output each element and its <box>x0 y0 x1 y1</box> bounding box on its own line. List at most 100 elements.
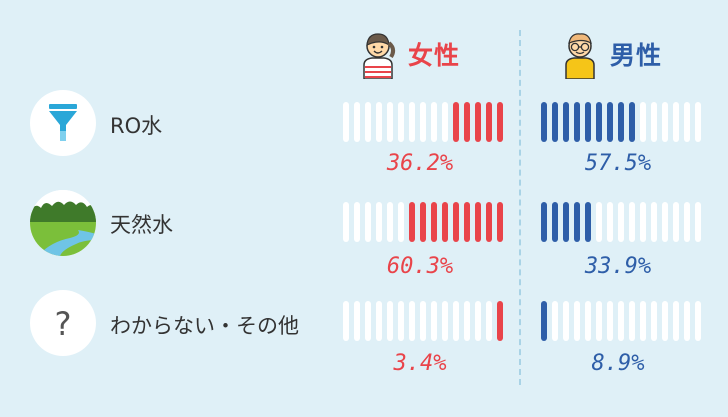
bar-segment-filled <box>497 202 503 242</box>
male-bar-2 <box>541 301 706 341</box>
bar-segment-filled <box>563 202 569 242</box>
bar-segment-filled <box>431 202 437 242</box>
bar-segment-filled <box>409 202 415 242</box>
bar-segment-filled <box>464 202 470 242</box>
bar-segment-empty <box>398 102 404 142</box>
bar-segment-filled <box>563 102 569 142</box>
bar-segment-empty <box>365 202 371 242</box>
bar-segment-empty <box>695 301 701 341</box>
bar-segment-empty <box>365 102 371 142</box>
female-label: 女性 <box>408 41 461 70</box>
bar-segment-empty <box>640 202 646 242</box>
bar-segment-empty <box>585 301 591 341</box>
question-mark-icon: ? <box>55 305 72 343</box>
bar-segment-empty <box>343 102 349 142</box>
bar-segment-filled <box>541 202 547 242</box>
nature-landscape-icon <box>30 190 96 256</box>
category-label-1: 天然水 <box>110 213 173 237</box>
bar-segment-empty <box>596 202 602 242</box>
bar-segment-empty <box>376 102 382 142</box>
row-icon-natural-water <box>30 190 96 256</box>
bar-segment-filled <box>475 102 481 142</box>
bar-segment-empty <box>673 301 679 341</box>
bar-segment-empty <box>398 301 404 341</box>
bar-segment-empty <box>442 102 448 142</box>
bar-segment-empty <box>684 301 690 341</box>
bar-segment-empty <box>365 301 371 341</box>
bar-segment-filled <box>464 102 470 142</box>
svg-text:?: ? <box>55 305 72 343</box>
bar-segment-empty <box>607 301 613 341</box>
bar-segment-filled <box>486 102 492 142</box>
female-bar-1 <box>343 202 508 242</box>
bar-segment-empty <box>453 301 459 341</box>
bar-segment-filled <box>497 301 503 341</box>
bar-segment-empty <box>662 301 668 341</box>
male-bar-0 <box>541 102 706 142</box>
female-value-label-1: 60.3% <box>386 254 454 279</box>
bar-segment-empty <box>354 202 360 242</box>
bar-segment-empty <box>420 301 426 341</box>
bar-segment-empty <box>376 301 382 341</box>
bar-segment-empty <box>596 301 602 341</box>
bar-segment-empty <box>442 301 448 341</box>
male-bar-1 <box>541 202 706 242</box>
bar-segment-filled <box>453 202 459 242</box>
male-label: 男性 <box>610 41 663 70</box>
bar-segment-empty <box>563 301 569 341</box>
bar-segment-filled <box>552 102 558 142</box>
bar-segment-empty <box>376 202 382 242</box>
bar-segment-empty <box>354 301 360 341</box>
bar-segment-filled <box>574 102 580 142</box>
bar-segment-filled <box>442 202 448 242</box>
column-divider <box>519 30 521 385</box>
female-value-label-0: 36.2% <box>386 151 454 176</box>
bar-segment-empty <box>673 202 679 242</box>
bar-segment-empty <box>387 301 393 341</box>
bar-segment-empty <box>618 301 624 341</box>
category-label-0: RO水 <box>110 114 163 138</box>
bar-segment-empty <box>651 202 657 242</box>
bar-segment-empty <box>618 202 624 242</box>
bar-segment-filled <box>574 202 580 242</box>
bar-segment-empty <box>684 102 690 142</box>
funnel-icon <box>49 104 77 141</box>
bar-segment-empty <box>475 301 481 341</box>
bar-segment-filled <box>552 202 558 242</box>
bar-segment-empty <box>629 202 635 242</box>
bar-segment-empty <box>354 102 360 142</box>
bar-segment-empty <box>673 102 679 142</box>
bar-segment-filled <box>629 102 635 142</box>
bar-segment-filled <box>486 202 492 242</box>
bar-segment-empty <box>486 301 492 341</box>
bar-segment-empty <box>684 202 690 242</box>
bar-segment-empty <box>629 301 635 341</box>
row-icon-unknown-other: ? <box>30 290 96 356</box>
bar-segment-filled <box>475 202 481 242</box>
bar-segment-empty <box>343 301 349 341</box>
bar-segment-empty <box>607 202 613 242</box>
bar-segment-filled <box>596 102 602 142</box>
bar-segment-empty <box>651 301 657 341</box>
bar-segment-empty <box>431 102 437 142</box>
male-value-label-0: 57.5% <box>584 151 652 176</box>
male-value-label-1: 33.9% <box>584 254 652 279</box>
male-header: 男性 <box>560 26 662 82</box>
bar-segment-empty <box>552 301 558 341</box>
bar-segment-filled <box>420 202 426 242</box>
bar-segment-empty <box>431 301 437 341</box>
bar-segment-filled <box>497 102 503 142</box>
bar-segment-empty <box>640 301 646 341</box>
bar-segment-empty <box>464 301 470 341</box>
bar-segment-empty <box>387 102 393 142</box>
bar-segment-filled <box>585 102 591 142</box>
female-bar-0 <box>343 102 508 142</box>
boy-avatar-icon <box>565 33 595 79</box>
female-header: 女性 <box>358 26 460 82</box>
bar-segment-empty <box>409 301 415 341</box>
bar-segment-empty <box>398 202 404 242</box>
bar-segment-empty <box>640 102 646 142</box>
bar-segment-empty <box>387 202 393 242</box>
bar-segment-empty <box>695 202 701 242</box>
bar-segment-empty <box>574 301 580 341</box>
